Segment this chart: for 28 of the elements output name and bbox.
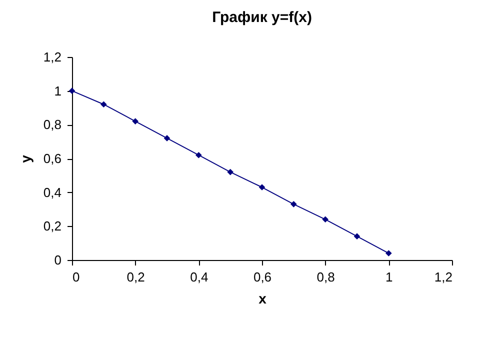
point (322, 216, 328, 223)
y-axis-title: y (17, 154, 34, 163)
y-tick-label: 0,6 (43, 151, 62, 166)
point (68, 88, 76, 94)
y-tick-label: 0,8 (43, 117, 62, 132)
point (227, 168, 234, 176)
x-tick-label: 0,4 (190, 270, 208, 284)
point (164, 135, 170, 142)
point (258, 184, 266, 190)
point (354, 233, 360, 240)
x-tick-label: 1,2 (434, 270, 452, 284)
chart-title: График y=f(x) (212, 9, 312, 26)
point (100, 101, 107, 108)
y-tick-label: 0 (54, 252, 62, 268)
y-tick-label: 0,2 (43, 218, 62, 234)
x-tick-label: 0 (72, 270, 80, 284)
x-tick-label: 0,8 (316, 270, 335, 284)
x-tick-label: 0,2 (126, 270, 145, 284)
point (386, 250, 392, 256)
y-tick-label: 1,2 (43, 50, 62, 64)
point (196, 152, 202, 158)
x-tick-label: 1 (386, 270, 393, 284)
x-tick-label: 0,6 (253, 270, 272, 284)
x-axis-title: x (258, 290, 267, 306)
point (290, 201, 297, 208)
y-tick-label: 1 (54, 83, 62, 98)
y-tick-label: 0,4 (43, 184, 62, 200)
point (132, 118, 138, 124)
